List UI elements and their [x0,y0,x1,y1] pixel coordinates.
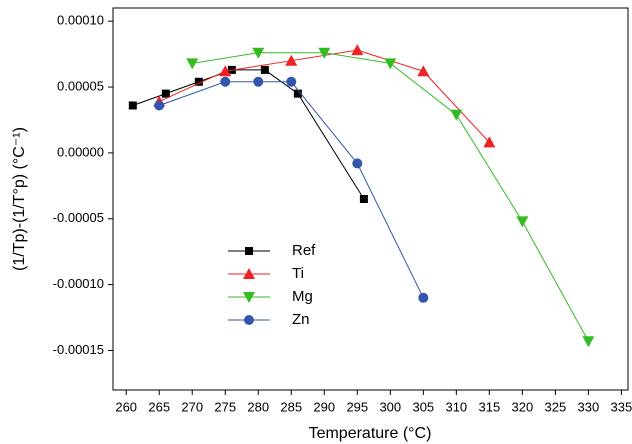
x-tick-label: 265 [148,399,170,414]
marker [253,76,264,87]
x-tick-label: 315 [478,399,500,414]
marker [154,100,165,111]
legend-label: Ref [292,242,316,259]
marker [417,65,430,77]
series-line [159,49,490,143]
y-tick-label: -0.00010 [53,276,104,291]
marker [220,76,231,87]
marker [128,101,137,110]
legend-label: Zn [292,311,310,328]
marker [352,158,363,169]
y-axis-label: (1/Tp)-(1/T°p) (°C⁻¹) [11,127,28,271]
marker [450,109,463,121]
series-line [132,69,365,200]
x-tick-label: 275 [214,399,236,414]
legend-marker [243,268,255,279]
x-tick-label: 310 [445,399,467,414]
x-tick-label: 305 [412,399,434,414]
x-tick-label: 260 [115,399,137,414]
marker [260,65,269,74]
x-tick-label: 285 [280,399,302,414]
marker [286,76,297,87]
marker [194,77,203,86]
marker [293,89,302,98]
marker [252,47,265,59]
legend-label: Ti [292,265,304,282]
marker [161,89,170,98]
marker [285,54,298,66]
y-tick-label: -0.00005 [53,210,104,225]
marker [418,292,429,303]
marker [384,58,397,70]
y-tick-label: 0.00005 [57,78,104,93]
y-tick-label: -0.00015 [53,342,104,357]
x-tick-label: 330 [578,399,600,414]
y-tick-label: 0.00000 [57,144,104,159]
marker [318,47,331,59]
x-tick-label: 300 [379,399,401,414]
marker [582,336,595,348]
series-line [159,81,424,299]
legend-marker [245,247,253,255]
x-tick-label: 290 [313,399,335,414]
marker [516,216,529,228]
marker [483,136,496,148]
marker [219,65,232,77]
plot-frame [112,7,629,391]
x-tick-label: 280 [247,399,269,414]
y-tick-label: 0.00010 [57,13,104,28]
legend-marker [244,315,254,325]
x-tick-label: 325 [545,399,567,414]
legend-label: Mg [292,288,313,305]
marker [186,58,199,70]
x-tick-label: 270 [181,399,203,414]
x-axis-label: Temperature (°C) [309,425,432,442]
x-tick-label: 335 [611,399,632,414]
x-tick-label: 295 [346,399,368,414]
legend-marker [243,292,255,303]
x-tick-label: 320 [512,399,534,414]
marker [359,195,368,203]
marker [351,44,364,56]
